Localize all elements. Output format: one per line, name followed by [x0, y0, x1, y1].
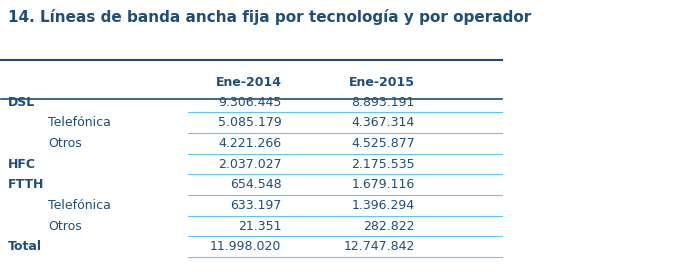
Text: 9.306.445: 9.306.445 — [218, 96, 281, 109]
Text: Ene-2014: Ene-2014 — [215, 76, 281, 89]
Text: Otros: Otros — [48, 220, 82, 233]
Text: 2.037.027: 2.037.027 — [218, 158, 281, 171]
Text: Ene-2015: Ene-2015 — [349, 76, 415, 89]
Text: 8.893.191: 8.893.191 — [352, 96, 415, 109]
Text: Total: Total — [8, 240, 42, 253]
Text: 4.525.877: 4.525.877 — [351, 137, 415, 150]
Text: 654.548: 654.548 — [230, 178, 281, 191]
Text: 14. Líneas de banda ancha fija por tecnología y por operador: 14. Líneas de banda ancha fija por tecno… — [8, 9, 531, 25]
Text: 1.679.116: 1.679.116 — [352, 178, 415, 191]
Text: Telefónica: Telefónica — [48, 199, 111, 212]
Text: 1.396.294: 1.396.294 — [352, 199, 415, 212]
Text: HFC: HFC — [8, 158, 36, 171]
Text: DSL: DSL — [8, 96, 35, 109]
Text: 12.747.842: 12.747.842 — [344, 240, 415, 253]
Text: 282.822: 282.822 — [363, 220, 415, 233]
Text: 21.351: 21.351 — [238, 220, 281, 233]
Text: 633.197: 633.197 — [230, 199, 281, 212]
Text: 4.221.266: 4.221.266 — [218, 137, 281, 150]
Text: 11.998.020: 11.998.020 — [210, 240, 281, 253]
Text: 5.085.179: 5.085.179 — [218, 116, 281, 129]
Text: 4.367.314: 4.367.314 — [352, 116, 415, 129]
Text: Otros: Otros — [48, 137, 82, 150]
Text: 2.175.535: 2.175.535 — [351, 158, 415, 171]
Text: Telefónica: Telefónica — [48, 116, 111, 129]
Text: FTTH: FTTH — [8, 178, 45, 191]
